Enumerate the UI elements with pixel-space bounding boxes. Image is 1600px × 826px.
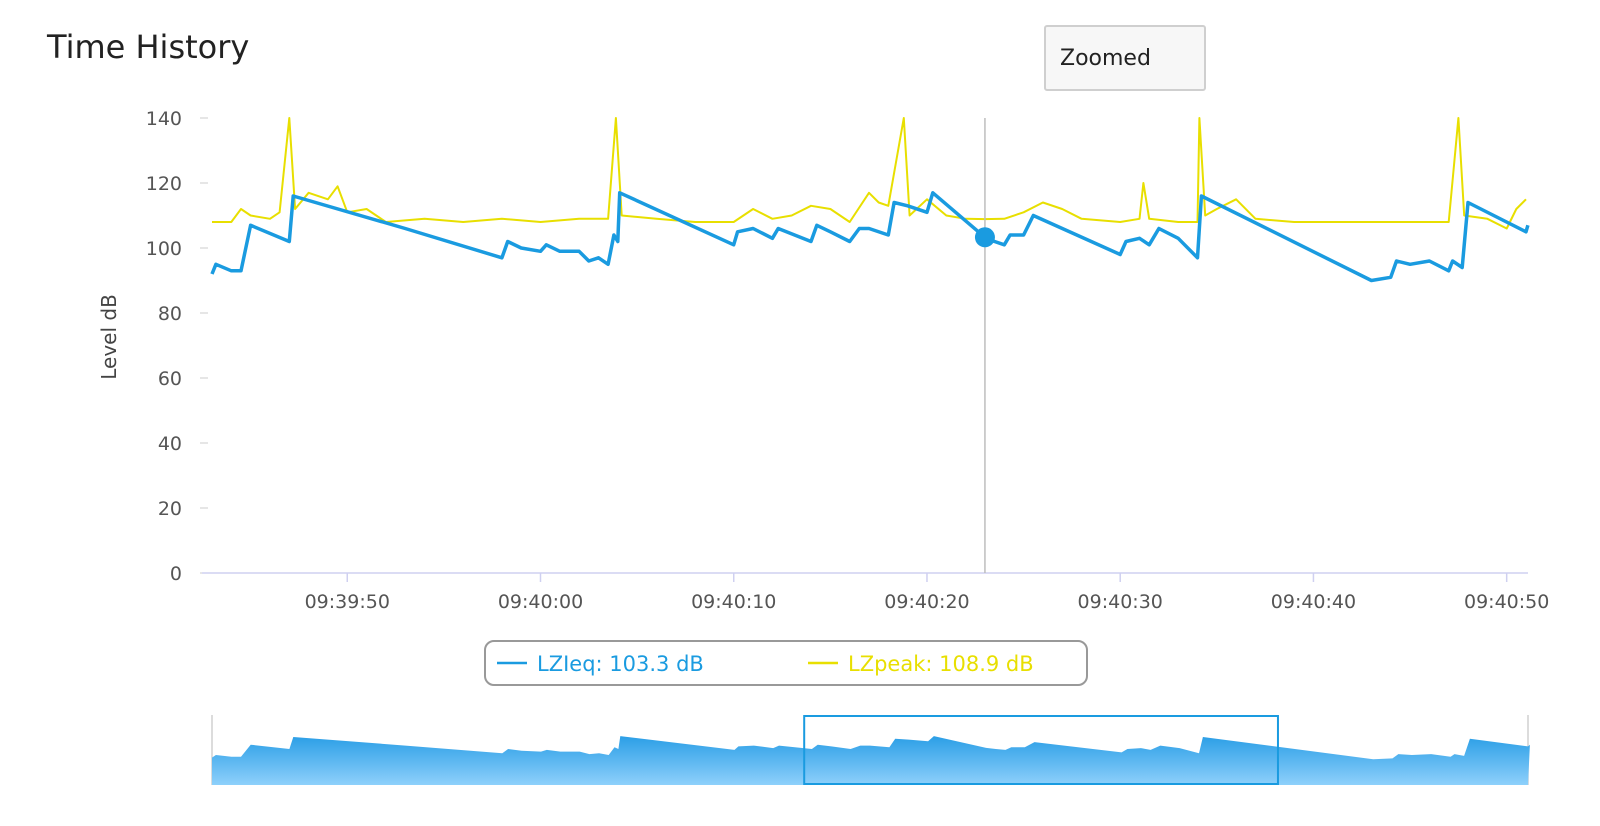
- y-tick-label: 20: [158, 498, 182, 520]
- plot-area[interactable]: [210, 117, 1530, 283]
- page-title: Time History: [47, 28, 250, 66]
- legend-item-lzpeak[interactable]: LZpeak: 108.9 dB: [808, 652, 1034, 676]
- x-tick-label: 09:40:50: [1464, 591, 1549, 613]
- series-line-lzieq[interactable]: [210, 191, 1530, 283]
- navigator-zoom-window[interactable]: [803, 715, 1279, 785]
- x-tick-label: 09:40:00: [498, 591, 583, 613]
- x-tick-label: 09:40:40: [1271, 591, 1356, 613]
- series-line-lzpeak[interactable]: [212, 117, 1527, 230]
- y-tick-label: 0: [170, 563, 182, 585]
- y-tick-label: 100: [146, 238, 182, 260]
- x-axis: 09:39:50 09:40:00 09:40:10 09:40:20 09:40:30…: [305, 573, 1549, 613]
- y-axis: 0 20 40 60 80 100 120 140: [146, 108, 208, 585]
- x-tick-label: 09:40:30: [1078, 591, 1163, 613]
- y-axis-label: Level dB: [97, 294, 121, 380]
- y-tick-label: 80: [158, 303, 182, 325]
- legend-box: [484, 640, 1088, 686]
- legend-item-lzieq[interactable]: LZIeq: 103.3 dB: [497, 652, 704, 676]
- legend-label-lzpeak: LZpeak: 108.9 dB: [848, 652, 1034, 676]
- zoomed-button[interactable]: Zoomed: [1044, 25, 1206, 91]
- crosshair-marker: [974, 227, 995, 248]
- y-tick-label: 40: [158, 433, 182, 455]
- y-tick-label: 140: [146, 108, 182, 130]
- x-tick-label: 09:39:50: [305, 591, 390, 613]
- x-tick-label: 09:40:10: [691, 591, 776, 613]
- navigator[interactable]: [211, 715, 1530, 785]
- x-tick-label: 09:40:20: [884, 591, 969, 613]
- legend-label-lzieq: LZIeq: 103.3 dB: [537, 652, 704, 676]
- legend: LZIeq: 103.3 dB LZpeak: 108.9 dB: [484, 640, 1088, 686]
- navigator-series-area: [212, 736, 1530, 785]
- y-tick-label: 120: [146, 173, 182, 195]
- y-tick-label: 60: [158, 368, 182, 390]
